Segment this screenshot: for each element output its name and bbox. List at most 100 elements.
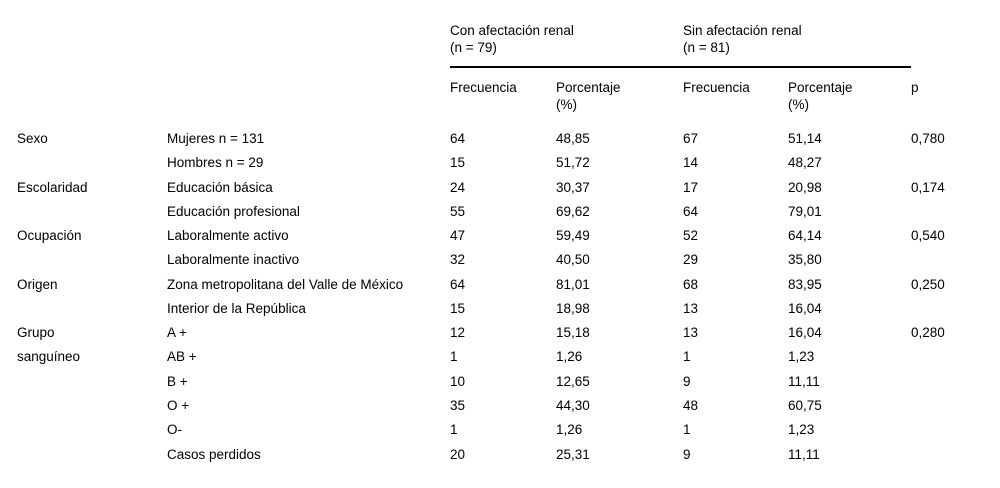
cell-porcentaje-con-afectacion: 48,85 (556, 131, 590, 147)
column-header-spacer (17, 68, 983, 79)
cell-porcentaje-con-afectacion: 51,72 (556, 155, 590, 171)
cell-frecuencia-con-afectacion: 12 (450, 325, 466, 341)
table-row: Sexo Mujeres n = 131 64 48,85 67 51,14 0,780 (17, 122, 983, 150)
cell-subcategory: Casos perdidos (167, 446, 261, 462)
cell-porcentaje-sin-afectacion: 11,11 (788, 373, 820, 389)
cell-p-value (911, 247, 983, 271)
cell-p-value: 0,250 (911, 276, 945, 292)
cell-porcentaje-con-afectacion: 1,26 (556, 349, 583, 365)
cell-p-value: 0,780 (911, 131, 945, 147)
column-header-frecuencia-2-label: Frecuencia (683, 79, 750, 95)
cell-p-value (911, 393, 983, 417)
cell-frecuencia-sin-afectacion: 68 (683, 276, 699, 292)
table-row: Ocupación Laboralmente activo 47 59,49 52 64,… (17, 223, 983, 247)
cell-subcategory: Laboralmente activo (167, 228, 289, 244)
cell-frecuencia-con-afectacion: 64 (450, 276, 466, 292)
cell-p-value (911, 417, 983, 441)
cell-frecuencia-con-afectacion: 15 (450, 300, 466, 316)
cell-porcentaje-sin-afectacion: 16,04 (788, 300, 822, 316)
cell-porcentaje-con-afectacion: 12,65 (556, 373, 590, 389)
column-header-category (17, 79, 167, 114)
cell-porcentaje-sin-afectacion: 1,23 (788, 349, 815, 365)
group-n-con-afectacion-renal: (n = 79) (450, 40, 497, 56)
table-row: Origen Zona metropolitana del Valle de Mé… (17, 272, 983, 296)
cell-frecuencia-con-afectacion: 32 (450, 252, 466, 268)
cell-category (17, 296, 167, 320)
cell-category: sanguíneo (17, 349, 81, 365)
column-header-frecuencia-1: Frecuencia (450, 79, 556, 114)
cell-porcentaje-sin-afectacion: 35,80 (788, 252, 822, 268)
table-row: Grupo A + 12 15,18 13 16,04 0,280 (17, 320, 983, 344)
group-title-con-afectacion-renal: Con afectación renal (450, 23, 574, 38)
cell-frecuencia-sin-afectacion: 29 (683, 252, 699, 268)
table-row: O- 1 1,26 1 1,23 (17, 417, 983, 441)
cell-porcentaje-sin-afectacion: 48,27 (788, 155, 822, 171)
cell-subcategory: Interior de la República (167, 300, 306, 316)
table-body: Sexo Mujeres n = 131 64 48,85 67 51,14 0,780 Ho… (17, 122, 983, 472)
cell-p-value: 0,174 (911, 179, 945, 195)
statistics-table: Con afectación renal (n = 79) Sin afecta… (17, 12, 983, 472)
group-n-sin-afectacion-renal: (n = 81) (683, 40, 730, 56)
cell-category: Origen (17, 276, 58, 292)
cell-porcentaje-con-afectacion: 1,26 (556, 422, 583, 438)
group-header-spacer (17, 57, 983, 67)
cell-p-value (911, 442, 983, 472)
cell-category (17, 199, 167, 223)
cell-subcategory: O- (167, 422, 182, 438)
cell-porcentaje-con-afectacion: 15,18 (556, 325, 590, 341)
cell-porcentaje-con-afectacion: 69,62 (556, 203, 590, 219)
cell-frecuencia-sin-afectacion: 67 (683, 131, 699, 147)
cell-p-value (911, 150, 983, 174)
column-header-porcentaje-2-label: Porcentaje (788, 79, 853, 95)
table-row: O + 35 44,30 48 60,75 (17, 393, 983, 417)
cell-frecuencia-con-afectacion: 1 (450, 422, 458, 438)
column-group-con-afectacion-renal: Con afectación renal (n = 79) (450, 22, 683, 57)
cell-porcentaje-con-afectacion: 40,50 (556, 252, 590, 268)
cell-frecuencia-con-afectacion: 55 (450, 203, 466, 219)
table-header: Con afectación renal (n = 79) Sin afecta… (17, 12, 983, 122)
cell-subcategory: AB + (167, 349, 197, 365)
cell-frecuencia-sin-afectacion: 1 (683, 422, 691, 438)
cell-porcentaje-sin-afectacion: 51,14 (788, 131, 822, 147)
cell-frecuencia-sin-afectacion: 64 (683, 203, 699, 219)
table-row: Educación profesional 55 69,62 64 79,01 (17, 199, 983, 223)
cell-porcentaje-sin-afectacion: 11,11 (788, 446, 820, 462)
cell-subcategory: Laboralmente inactivo (167, 252, 300, 268)
cell-category (17, 247, 167, 271)
cell-frecuencia-con-afectacion: 10 (450, 373, 466, 389)
cell-frecuencia-con-afectacion: 1 (450, 349, 458, 365)
cell-porcentaje-sin-afectacion: 83,95 (788, 276, 822, 292)
table-row: Escolaridad Educación básica 24 30,37 17 20,9… (17, 175, 983, 199)
cell-porcentaje-con-afectacion: 18,98 (556, 300, 590, 316)
column-header-porcentaje-1-label: Porcentaje (556, 79, 621, 95)
group-header-blank-category (17, 22, 167, 57)
cell-category (17, 150, 167, 174)
cell-subcategory: Mujeres n = 131 (167, 131, 265, 147)
cell-porcentaje-sin-afectacion: 1,23 (788, 422, 815, 438)
cell-subcategory: Zona metropolitana del Valle de México (167, 276, 404, 292)
table-row: sanguíneo AB + 1 1,26 1 1,23 (17, 344, 983, 368)
table-row: Casos perdidos 20 25,31 9 11,11 (17, 442, 983, 472)
cell-category: Sexo (17, 131, 48, 147)
cell-frecuencia-con-afectacion: 64 (450, 131, 466, 147)
cell-frecuencia-sin-afectacion: 52 (683, 228, 699, 244)
cell-subcategory: B + (167, 373, 188, 389)
cell-p-value (911, 344, 983, 368)
cell-porcentaje-sin-afectacion: 79,01 (788, 203, 822, 219)
cell-porcentaje-con-afectacion: 81,01 (556, 276, 590, 292)
cell-frecuencia-sin-afectacion: 9 (683, 373, 691, 389)
cell-frecuencia-sin-afectacion: 9 (683, 446, 691, 462)
column-header-p-value-label: p (911, 79, 919, 95)
cell-porcentaje-con-afectacion: 44,30 (556, 397, 590, 413)
cell-frecuencia-sin-afectacion: 17 (683, 179, 699, 195)
column-header-bottom-spacer (17, 113, 983, 122)
table-row: Interior de la República 15 18,98 13 16,04 (17, 296, 983, 320)
cell-p-value (911, 199, 983, 223)
cell-p-value: 0,280 (911, 325, 945, 341)
cell-p-value: 0,540 (911, 228, 945, 244)
cell-frecuencia-sin-afectacion: 13 (683, 300, 699, 316)
cell-porcentaje-sin-afectacion: 60,75 (788, 397, 822, 413)
column-header-subcategory (167, 79, 450, 114)
cell-porcentaje-con-afectacion: 30,37 (556, 179, 590, 195)
cell-porcentaje-sin-afectacion: 64,14 (788, 228, 822, 244)
